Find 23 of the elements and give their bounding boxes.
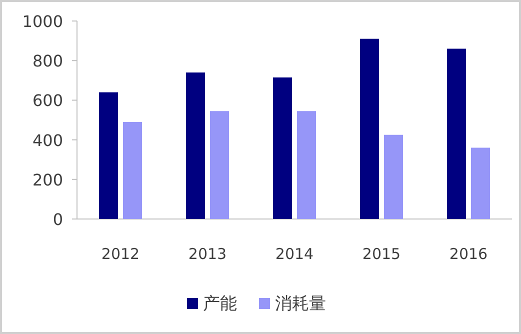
- x-tick-label: 2012: [101, 245, 140, 263]
- bar: [210, 111, 229, 219]
- bar: [99, 92, 118, 219]
- y-tick-label: 1000: [22, 12, 63, 31]
- x-tick-label: 2014: [275, 245, 314, 263]
- x-tick-label: 2013: [188, 245, 227, 263]
- bar: [123, 122, 142, 219]
- bar: [447, 48, 466, 219]
- bar: [471, 148, 490, 219]
- bar: [360, 38, 379, 219]
- bar: [186, 72, 205, 219]
- y-tick-label: 600: [32, 91, 63, 110]
- x-tick-label: 2015: [362, 245, 401, 263]
- y-tick-label: 200: [32, 170, 63, 190]
- bar: [273, 77, 292, 219]
- x-tick-label: 2016: [449, 245, 488, 263]
- legend-label: 产能: [203, 294, 237, 314]
- y-tick-label: 400: [32, 130, 63, 150]
- legend-label: 消耗量: [275, 294, 326, 314]
- y-tick-label: 800: [32, 52, 63, 71]
- y-tick-label: 0: [52, 210, 63, 229]
- bar: [297, 111, 316, 219]
- bar: [384, 134, 403, 219]
